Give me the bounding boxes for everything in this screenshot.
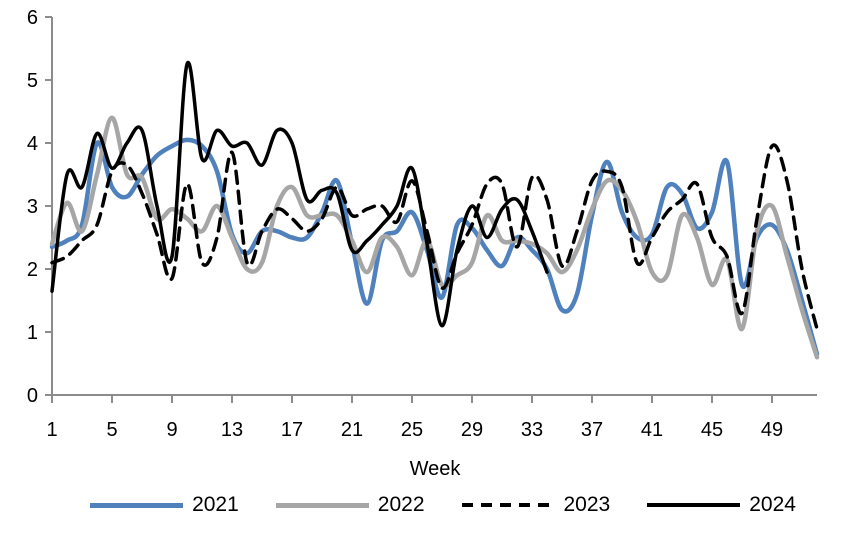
x-tick-label: 17 — [281, 419, 303, 441]
legend-item-2024: 2024 — [647, 492, 796, 518]
x-tick-label: 29 — [461, 419, 483, 441]
y-tick-label: 2 — [27, 259, 38, 281]
legend-swatch-2023-dashed-line-icon — [461, 503, 555, 507]
legend-label: 2024 — [749, 493, 796, 516]
y-tick-label: 3 — [27, 196, 38, 218]
x-tick-label: 25 — [401, 419, 423, 441]
y-tick-label: 5 — [27, 70, 38, 92]
y-tick-label: 6 — [27, 7, 38, 29]
series-line-2022 — [49, 115, 820, 360]
legend-label: 2023 — [563, 493, 611, 516]
legend-label: 2022 — [377, 493, 425, 516]
x-tick-label: 5 — [106, 419, 117, 441]
x-tick-label: 41 — [641, 419, 663, 441]
legend-swatch-2022-line-icon — [275, 502, 369, 508]
legend-item-2021: 2021 — [90, 492, 239, 518]
legend-swatch-2021-line-icon — [90, 502, 184, 508]
x-tick-label: 1 — [46, 419, 57, 441]
chart-legend: 2021 2022 2023 2024 — [0, 492, 852, 518]
x-tick-label: 33 — [521, 419, 543, 441]
legend-item-2023: 2023 — [461, 492, 611, 518]
y-tick-label: 0 — [27, 385, 38, 407]
y-tick-label: 1 — [27, 322, 38, 344]
x-tick-label: 37 — [581, 419, 603, 441]
x-axis-title: Week — [409, 458, 461, 480]
x-tick-label: 13 — [221, 419, 243, 441]
legend-label: 2021 — [192, 493, 239, 516]
y-tick-label: 4 — [27, 133, 38, 155]
x-tick-label: 45 — [701, 419, 723, 441]
x-tick-label: 49 — [761, 419, 783, 441]
legend-item-2022: 2022 — [275, 492, 425, 518]
legend-swatch-2024-line-icon — [647, 503, 741, 507]
series-line-2024 — [50, 60, 549, 328]
series-line-2023 — [50, 143, 819, 331]
x-tick-label: 9 — [166, 419, 177, 441]
x-tick-label: 21 — [341, 419, 363, 441]
